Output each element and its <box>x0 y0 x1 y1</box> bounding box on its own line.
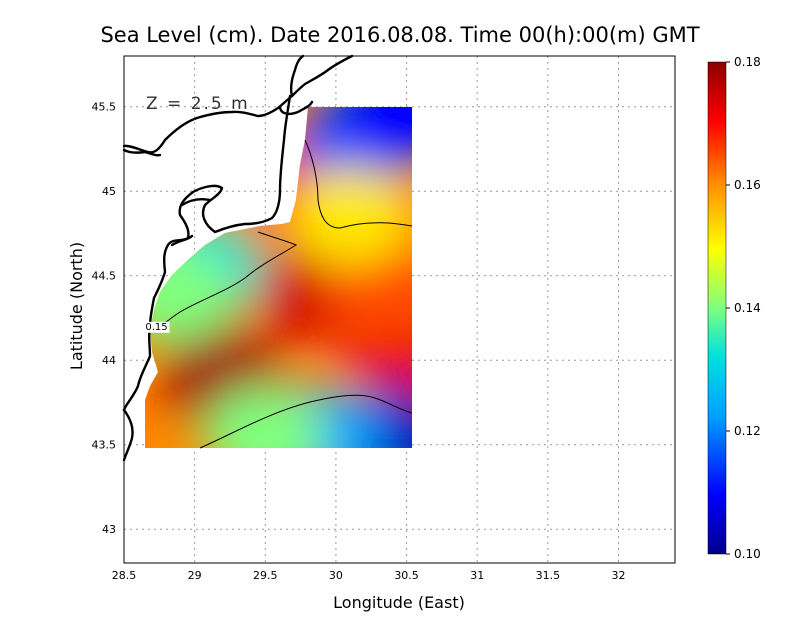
coastline-south <box>122 408 134 462</box>
x-tick-label: 29 <box>188 569 202 582</box>
depth-annotation: Z = 2.5 m <box>146 94 250 114</box>
coastline-danube-delta <box>122 94 292 412</box>
y-tick-label: 44.5 <box>92 270 117 283</box>
colorbar-tick-label: 0.14 <box>734 301 761 315</box>
y-tick-label: 44 <box>102 354 116 367</box>
y-tick-label: 43.5 <box>92 439 117 452</box>
x-tick-label: 31.5 <box>536 569 561 582</box>
colorbar-tick-label: 0.18 <box>734 55 761 69</box>
x-tick-label: 30.5 <box>394 569 419 582</box>
x-tick-label: 32 <box>611 569 625 582</box>
sea-level-field <box>145 107 412 448</box>
contour-label: 0.15 <box>145 322 167 333</box>
colorbar-tick-label: 0.12 <box>734 424 761 438</box>
coastline <box>122 54 354 462</box>
x-tick-label: 31 <box>470 569 484 582</box>
coastline-ukraine <box>122 54 354 154</box>
x-axis-label: Longitude (East) <box>333 593 465 612</box>
field-blob <box>337 107 412 166</box>
contour-line-west <box>156 231 298 331</box>
contour-line-north <box>304 139 413 229</box>
x-tick-label: 28.5 <box>112 569 137 582</box>
chart-title: Sea Level (cm). Date 2016.08.08. Time 00… <box>100 23 699 47</box>
colorbar-tick-label: 0.16 <box>734 178 761 192</box>
coastline-crimea-spit <box>290 54 305 98</box>
x-tick-label: 29.5 <box>253 569 278 582</box>
field-blob <box>145 242 236 343</box>
colorbar <box>707 61 727 555</box>
coastline-inlet <box>278 100 314 116</box>
y-axis-ticks: 43 43.5 44 44.5 45 45.5 <box>92 101 117 537</box>
field-blob <box>288 166 412 267</box>
field-blob <box>323 242 412 343</box>
contour-lines <box>156 139 413 449</box>
x-axis-ticks: 28.5 29 29.5 30 30.5 31 31.5 32 <box>112 569 626 582</box>
plot-frame <box>123 55 676 564</box>
x-tick-label: 30 <box>329 569 343 582</box>
y-tick-label: 45.5 <box>92 101 117 114</box>
field-blob <box>203 386 328 448</box>
contour-label-group: 0.15 <box>143 321 170 333</box>
contour-line-south <box>199 394 413 449</box>
colorbar-ticks: 0.10 0.12 0.14 0.16 0.18 <box>726 55 761 561</box>
y-tick-label: 43 <box>102 523 116 536</box>
contour-label-bg <box>143 321 170 333</box>
y-axis-label: Latitude (North) <box>67 242 86 370</box>
y-tick-label: 45 <box>102 185 116 198</box>
colorbar-tick-label: 0.10 <box>734 547 761 561</box>
coastline-lagoon <box>170 198 212 247</box>
